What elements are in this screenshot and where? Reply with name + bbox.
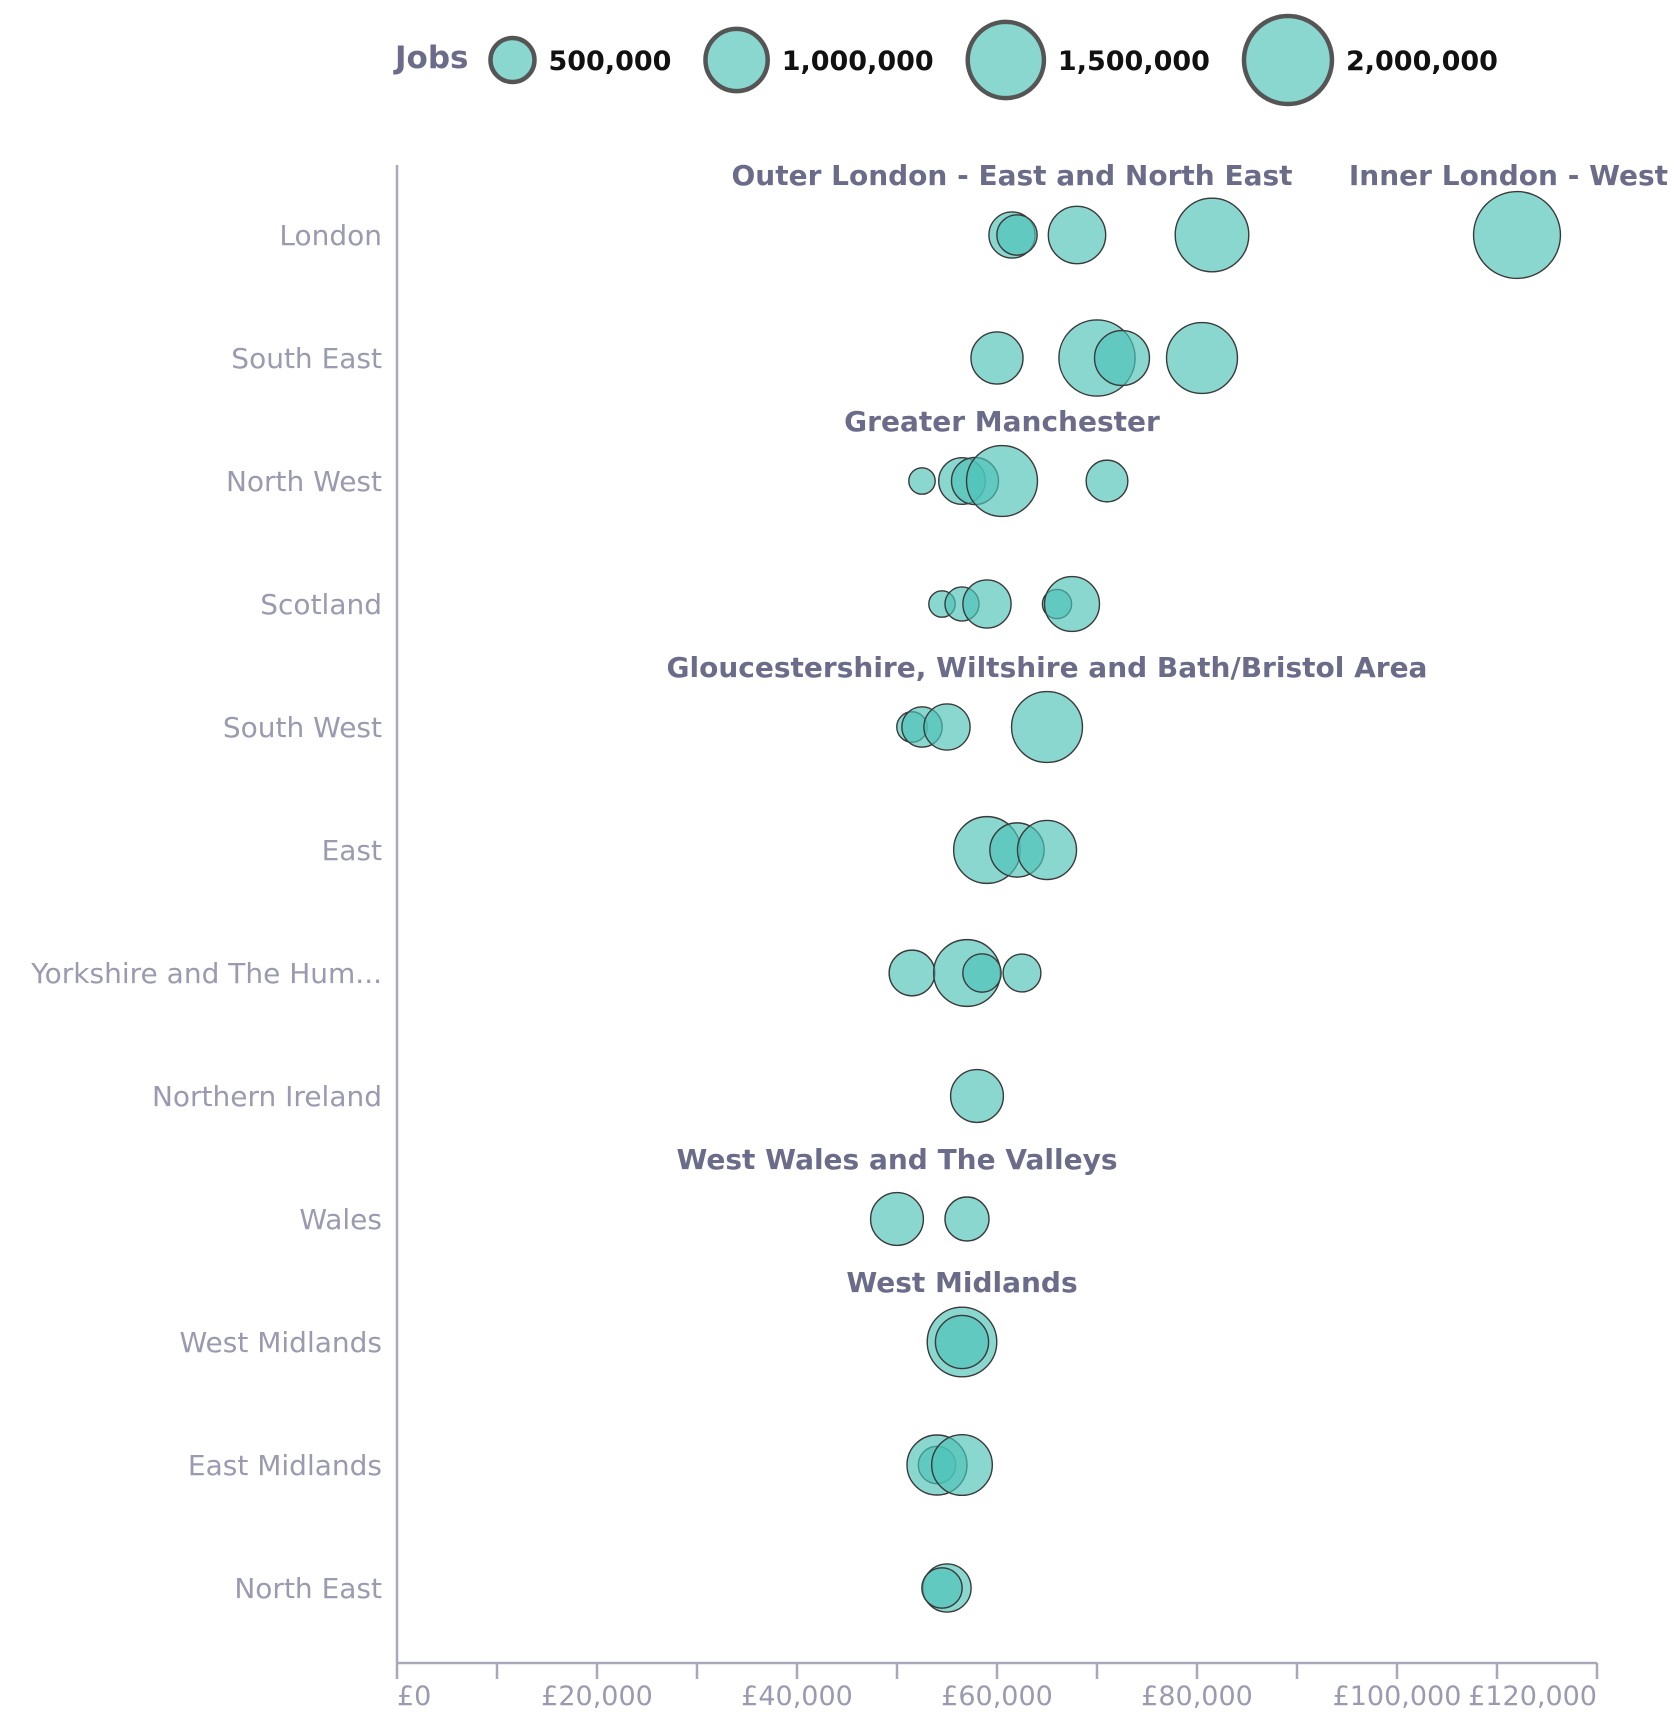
category-label-scotland: Scotland [260,588,382,621]
bubble-north-west[interactable] [908,467,936,495]
legend-bubble [1241,13,1335,107]
legend-title: Jobs [393,40,468,76]
category-label-south-east: South East [231,342,382,375]
legend-bubble [703,26,770,94]
bubbles [869,190,1562,1613]
bubble-wales[interactable] [869,1191,925,1247]
bubble-north-west[interactable] [965,444,1039,518]
category-label-west-midlands: West Midlands [180,1326,383,1359]
bubble-wales[interactable] [944,1196,990,1242]
legend-label: 500,000 [548,46,671,77]
bubble-north-west[interactable] [1085,459,1129,503]
x-tick-label: £120,000 [1468,1681,1597,1712]
legend-label: 2,000,000 [1346,46,1498,77]
legend-label: 1,500,000 [1058,46,1210,77]
bubble-yorkshire-and-the-hum[interactable] [888,949,936,997]
bubble-scotland[interactable] [1043,575,1101,633]
bubble-east-midlands[interactable] [930,1433,994,1497]
bubble-south-east[interactable] [1165,321,1239,395]
bubble-south-west[interactable] [1010,690,1084,764]
annotations: Outer London - East and North East Inner … [667,159,1668,1299]
annotation-outer-london-east-and-north-east: Outer London - East and North East [731,159,1292,192]
category-label-east-midlands: East Midlands [188,1449,382,1482]
bubble-northern-ireland[interactable] [949,1068,1005,1124]
bubble-london[interactable] [1047,205,1107,265]
size-legend: Jobs 500,000 1,000,000 1,500,000 2,000,000 [393,13,1498,107]
bubble-yorkshire-and-the-hum[interactable] [1002,953,1042,993]
bubble-north-east[interactable] [921,1567,963,1609]
category-label-yorkshire-and-the-hum: Yorkshire and The Hum... [30,957,382,990]
x-tick-label: £100,000 [1333,1681,1462,1712]
bubble-scotland[interactable] [962,579,1012,629]
category-label-north-east: North East [234,1572,382,1605]
axes [395,165,1597,1665]
category-label-south-west: South West [223,711,382,744]
bubble-yorkshire-and-the-hum[interactable] [962,953,1002,993]
annotation-west-wales-and-the-valleys: West Wales and The Valleys [677,1143,1118,1176]
category-label-wales: Wales [299,1203,382,1236]
legend-bubble [965,19,1047,101]
x-axis-ticks: £0 £20,000 £40,000 £60,000 £80,000 £100,000 £1… [395,1663,1599,1712]
x-tick-label: £40,000 [741,1681,853,1712]
x-tick-label: £80,000 [1141,1681,1253,1712]
bubble-south-west[interactable] [923,703,971,751]
bubble-east[interactable] [1016,819,1078,881]
category-labels: London South East North West Scotland South … [30,219,382,1605]
category-label-east: East [322,834,382,867]
x-tick-label: £0 [397,1681,431,1712]
annotation-west-midlands: West Midlands [846,1266,1077,1299]
annotation-inner-london-west: Inner London - West [1349,159,1668,192]
bubble-london[interactable] [1472,190,1562,280]
x-tick-label: £60,000 [941,1681,1053,1712]
annotation-gloucestershire-wiltshire-and-bath-bristol-area: Gloucestershire, Wiltshire and Bath/Bris… [667,651,1428,684]
category-label-london: London [279,219,382,252]
annotation-greater-manchester: Greater Manchester [844,405,1160,438]
bubble-london[interactable] [1174,197,1250,273]
category-label-northern-ireland: Northern Ireland [152,1080,382,1113]
category-label-north-west: North West [226,465,382,498]
legend-label: 1,000,000 [782,46,934,77]
bubble-london[interactable] [996,214,1038,256]
bubble-south-east[interactable] [970,331,1024,385]
x-tick-label: £20,000 [541,1681,653,1712]
legend-bubble [488,35,537,85]
bubble-south-east[interactable] [1093,329,1151,387]
bubble-west-midlands[interactable] [934,1314,990,1370]
